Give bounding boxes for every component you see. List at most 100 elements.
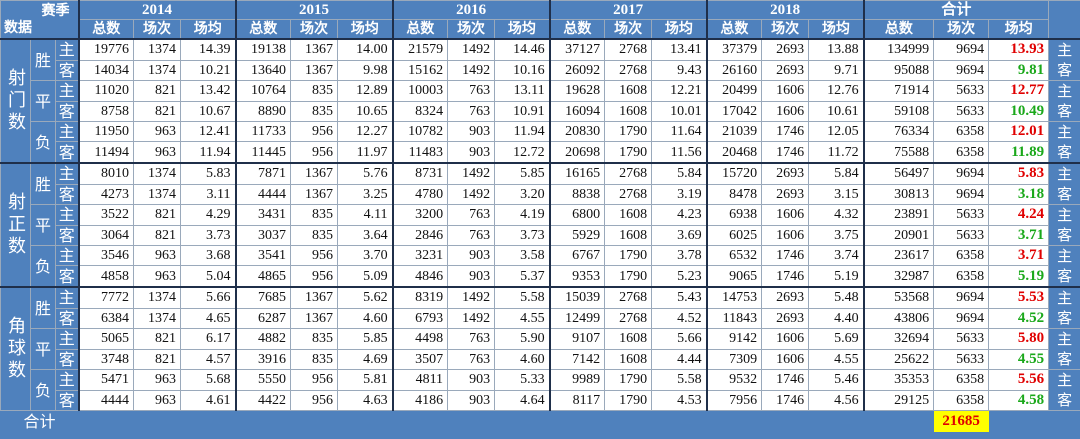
data-cell: 14753	[705, 286, 763, 309]
data-cell: 6358	[933, 369, 990, 391]
data-cell: 3748	[77, 348, 134, 370]
data-cell: 1608	[604, 100, 653, 122]
data-cell: 29125	[862, 389, 935, 411]
column-header: 总数	[234, 19, 292, 40]
data-cell: 1790	[604, 369, 653, 391]
season-header: 2016	[391, 0, 551, 20]
data-cell: 4811	[391, 369, 449, 391]
data-cell: 835	[290, 80, 339, 102]
data-cell: 5.48	[808, 286, 865, 309]
data-cell: 5.19	[808, 265, 865, 288]
result-label: 胜	[30, 162, 56, 205]
data-cell: 5.43	[651, 286, 708, 309]
footer-blank	[290, 410, 338, 432]
data-row: 客 14034 1374 10.21 13640 1367 9.98 15162 1492 10.…	[1, 59, 1080, 81]
data-cell: 3.69	[651, 224, 708, 246]
data-cell: 7685	[234, 286, 292, 309]
data-cell: 5.66	[651, 328, 708, 350]
data-cell: 5.83	[988, 162, 1050, 185]
data-cell: 3541	[234, 244, 292, 267]
data-cell: 903	[447, 141, 496, 164]
footer-blank	[1048, 410, 1080, 432]
side-label-right: 主	[1057, 206, 1073, 224]
column-header: 场次	[933, 19, 990, 40]
data-cell: 6358	[933, 120, 990, 143]
data-cell: 10.61	[808, 100, 865, 122]
data-cell: 963	[133, 389, 181, 411]
data-cell: 1608	[604, 328, 653, 350]
data-cell: 963	[133, 265, 181, 288]
data-cell: 4.53	[651, 389, 708, 411]
data-cell: 956	[290, 369, 339, 391]
column-header: 场次	[761, 19, 810, 40]
data-cell: 8117	[548, 389, 606, 411]
data-cell: 956	[290, 244, 339, 267]
season-header: 2015	[234, 0, 394, 20]
data-cell: 8324	[391, 100, 449, 122]
data-cell: 4.40	[808, 307, 865, 329]
data-row: 角球数胜主 7772 1374 5.66 7685 1367 5.62 8319 1492 5.5…	[0, 286, 1080, 411]
footer-blank	[808, 410, 864, 432]
data-cell: 5929	[548, 224, 606, 246]
data-cell: 1606	[761, 100, 810, 122]
side-label-right: 客	[1057, 185, 1073, 203]
corner-cell: 赛季 数据	[0, 0, 79, 40]
data-cell: 4.44	[651, 348, 708, 370]
data-cell: 1606	[761, 80, 810, 102]
data-cell: 4.52	[651, 307, 708, 329]
data-cell: 3.71	[988, 224, 1050, 246]
data-cell: 821	[133, 100, 181, 122]
data-cell: 5.83	[179, 162, 237, 185]
season-header: 合计	[862, 0, 1050, 20]
data-cell: 12.76	[808, 80, 865, 102]
group-label: 角球数	[0, 286, 31, 411]
data-cell: 763	[447, 328, 496, 350]
footer-row: 合计 21685	[0, 410, 1080, 432]
side-label: 客	[55, 183, 79, 205]
data-cell: 10.49	[988, 100, 1050, 122]
data-cell: 963	[133, 120, 181, 143]
data-cell: 5.56	[988, 369, 1050, 391]
data-cell: 763	[447, 204, 496, 226]
column-header: 场均	[808, 19, 865, 40]
data-cell: 4865	[234, 265, 292, 288]
header-row: 赛季 数据 2014 2015 2016 2017 2018 合计	[0, 0, 1080, 40]
data-cell: 4.61	[179, 389, 237, 411]
data-row: 负主 11950 963 12.41 11733 956 12.27 10782 903 11.9…	[1, 120, 1080, 164]
data-cell: 2846	[391, 224, 449, 246]
data-cell: 10.01	[651, 100, 708, 122]
data-cell: 11.56	[651, 141, 708, 164]
data-cell: 5633	[933, 224, 990, 246]
data-cell: 1367	[290, 286, 339, 309]
data-cell: 4.55	[808, 348, 865, 370]
data-row: 平主 11020 821 13.42 10764 835 12.89 10003 763 13.1…	[1, 80, 1080, 122]
data-cell: 956	[290, 265, 339, 288]
data-cell: 4.55	[494, 307, 551, 329]
data-cell: 4846	[391, 265, 449, 288]
column-header: 场均	[337, 19, 394, 40]
data-cell: 9694	[933, 286, 990, 309]
data-row: 负主 5471 963 5.68 5550 956 5.81 4811 903 5.33 9989 1…	[1, 369, 1080, 411]
data-cell: 3431	[234, 204, 292, 226]
data-cell: 6358	[933, 141, 990, 164]
data-cell: 11.94	[179, 141, 237, 164]
data-cell: 6287	[234, 307, 292, 329]
column-header: 场均	[179, 19, 237, 40]
data-cell: 963	[133, 244, 181, 267]
footer-blank	[447, 410, 495, 432]
data-cell: 4.29	[179, 204, 237, 226]
data-cell: 7772	[77, 286, 134, 309]
side-label: 客	[55, 141, 79, 164]
data-cell: 11.64	[651, 120, 708, 143]
side-label-right: 客	[1057, 267, 1073, 285]
data-cell: 13640	[234, 59, 292, 81]
data-cell: 1746	[761, 265, 810, 288]
data-cell: 4.52	[988, 307, 1050, 329]
data-cell: 5550	[234, 369, 292, 391]
data-cell: 3522	[77, 204, 134, 226]
side-label: 主	[55, 244, 79, 267]
data-cell: 903	[447, 120, 496, 143]
data-cell: 9107	[548, 328, 606, 350]
data-cell: 1790	[604, 244, 653, 267]
data-cell: 956	[290, 141, 339, 164]
